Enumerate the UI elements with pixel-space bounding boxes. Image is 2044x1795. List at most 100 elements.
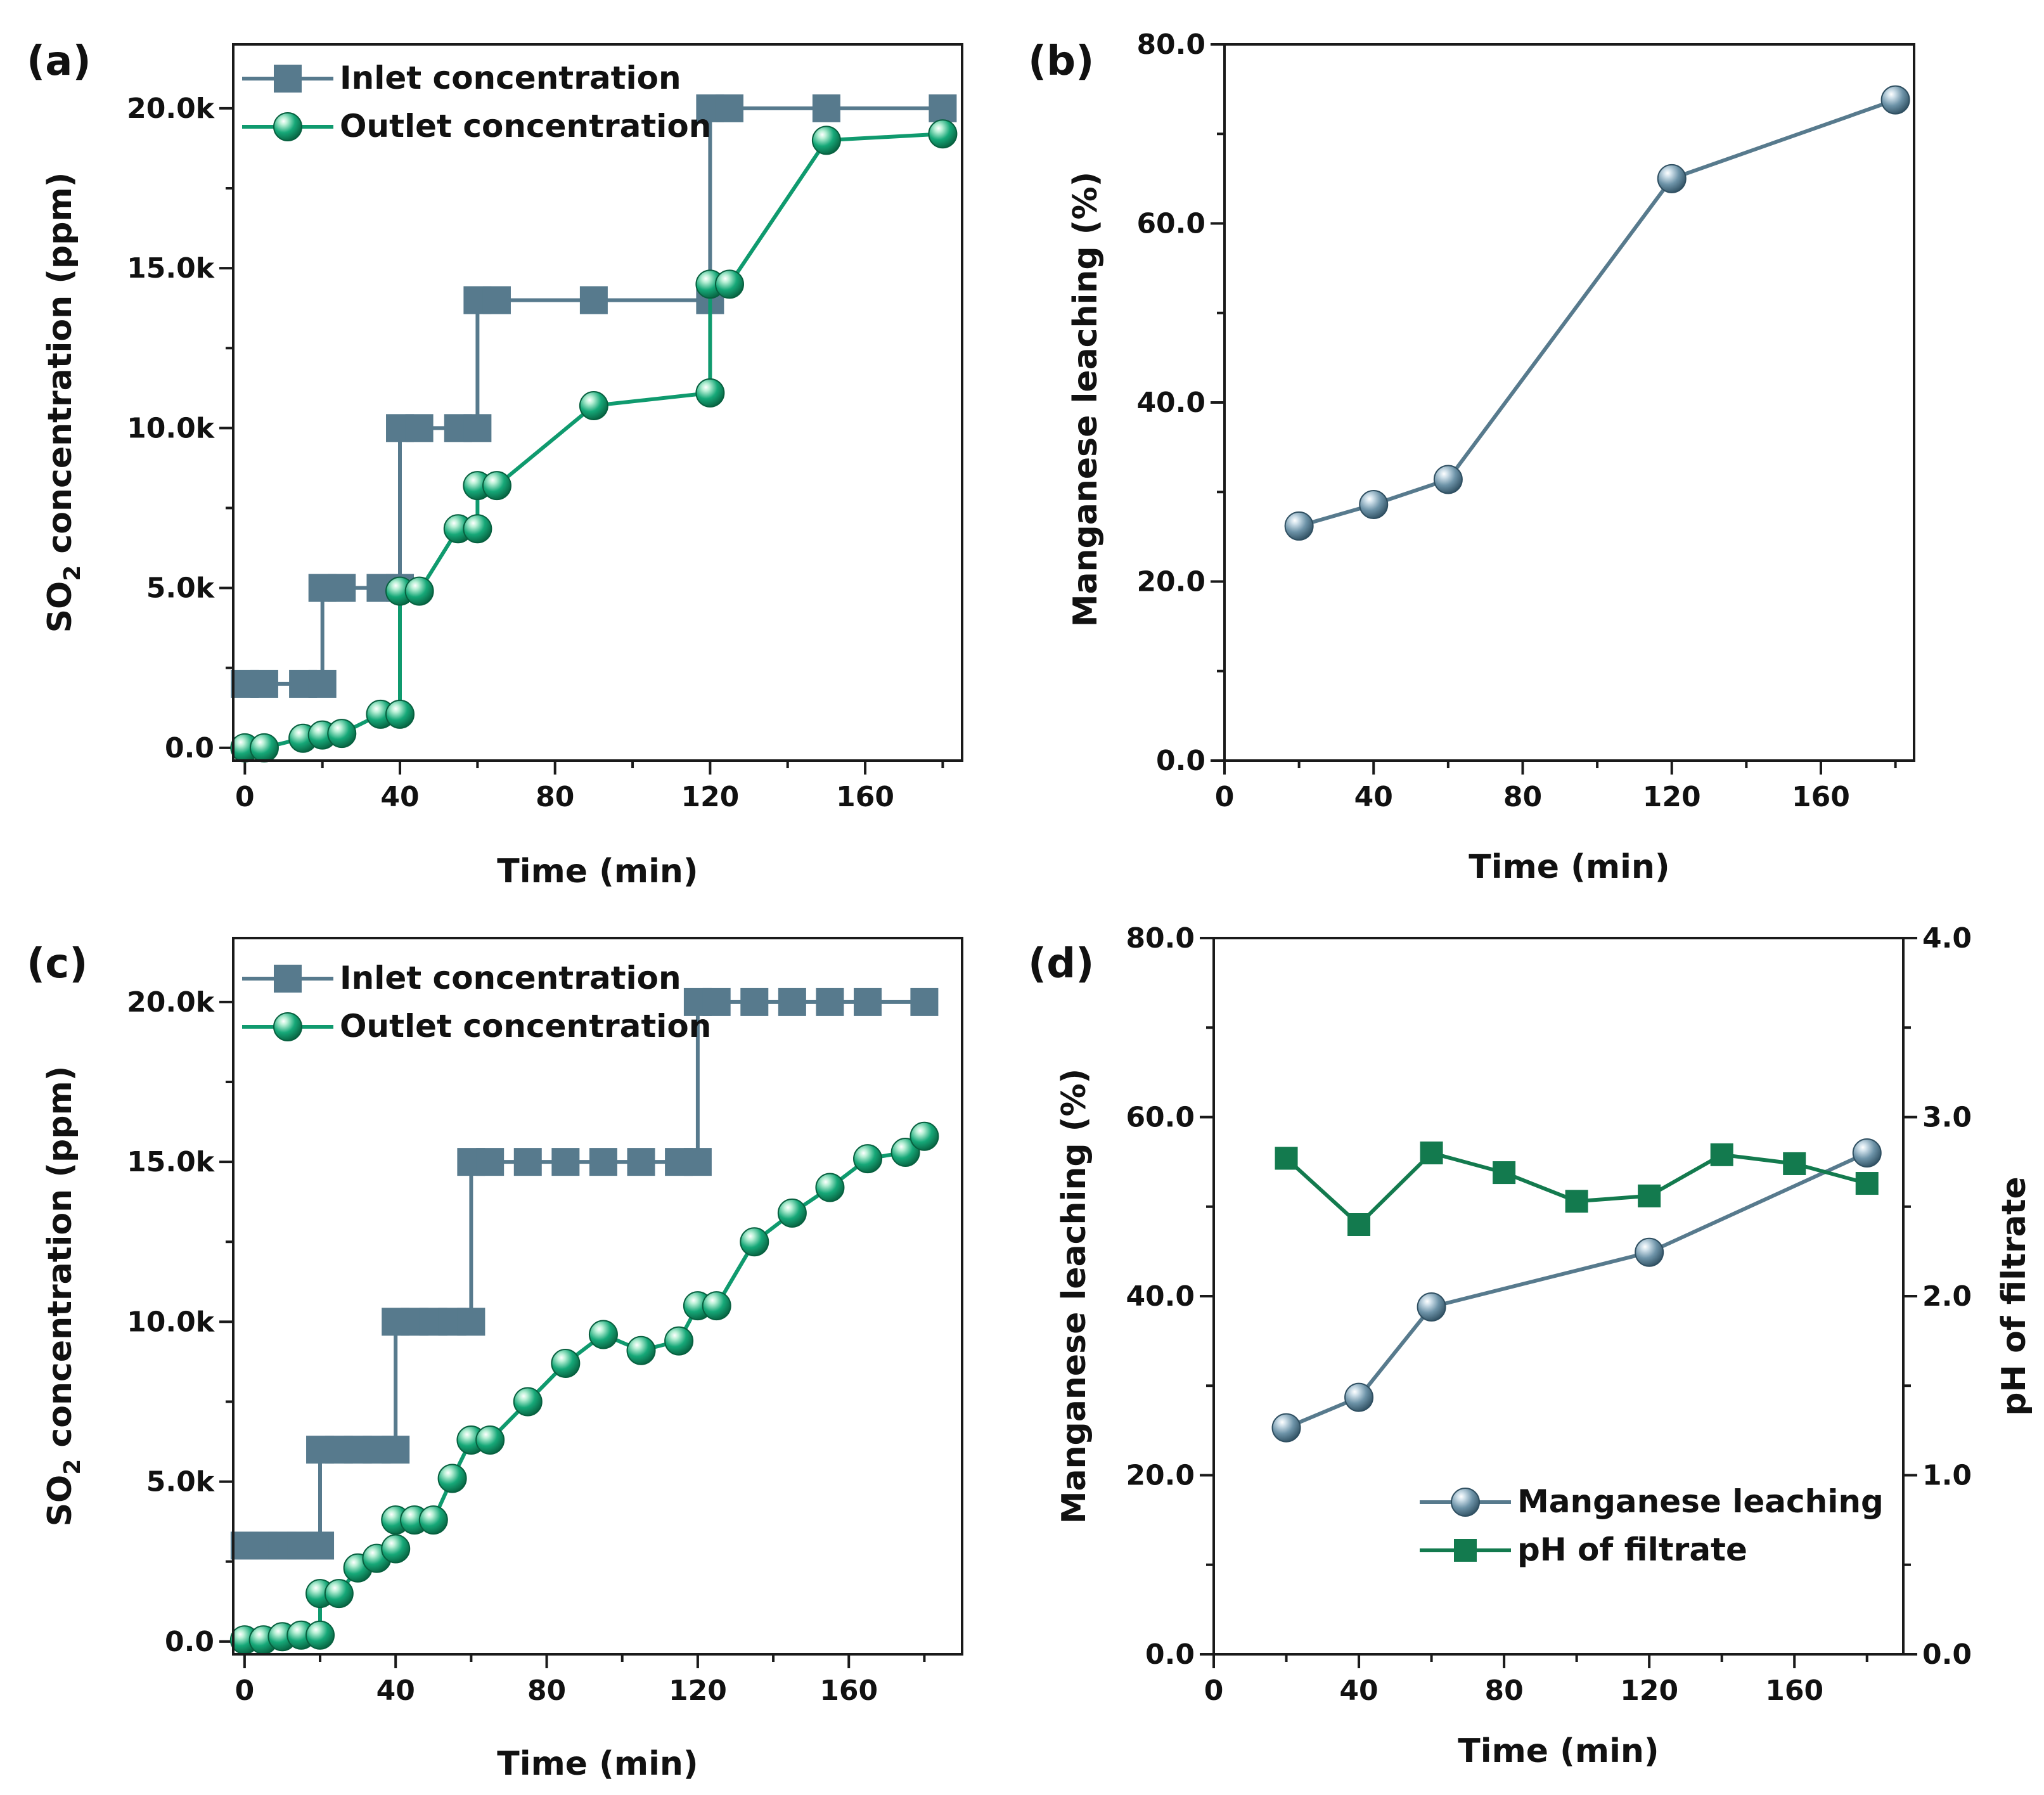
legend-outlet-label: Outlet concentration: [340, 108, 711, 145]
x-tick-label: 120: [681, 781, 739, 813]
ph-of-filtrate-point: [1783, 1152, 1806, 1175]
legend-ph-label: pH of filtrate: [1517, 1531, 1747, 1568]
panel-b-x-axis-title: Time (min): [1469, 848, 1669, 886]
x-tick-label: 160: [1765, 1675, 1823, 1707]
x-tick-label: 120: [1620, 1675, 1678, 1707]
inlet-concentration-point: [405, 414, 434, 442]
panel-d-y2-axis-title: pH of filtrate: [1995, 1176, 2033, 1415]
manganese-leaching-line: [1298, 98, 1896, 528]
legend-inlet-label: Inlet concentration: [340, 960, 681, 996]
outlet-concentration-point: [714, 269, 744, 299]
inlet-concentration-point: [812, 94, 840, 122]
legend-leaching-label: Manganese leaching: [1517, 1483, 1884, 1520]
legend-outlet-marker: [273, 112, 302, 141]
inlet-concentration-point: [306, 1531, 335, 1560]
outlet-concentration-point: [853, 1144, 883, 1174]
manganese-leaching-point: [1271, 1413, 1301, 1443]
inlet-concentration-point: [513, 1148, 542, 1176]
panel-a-y-axis-title: SO2 concentration (ppm): [41, 172, 86, 633]
outlet-concentration-point: [928, 119, 958, 149]
panel-b-frame: [1223, 43, 1915, 762]
inlet-concentration-point: [328, 574, 356, 602]
y-tick-label: 10.0k: [127, 412, 215, 444]
y-tick-label: 15.0k: [127, 252, 215, 285]
outlet-concentration-point: [385, 699, 415, 729]
outlet-concentration-point: [910, 1121, 939, 1151]
ph-of-filtrate-point: [1638, 1184, 1661, 1207]
outlet-concentration-point: [702, 1291, 731, 1321]
inlet-concentration-point: [250, 669, 278, 698]
x-tick-label: 0: [1204, 1675, 1224, 1707]
manganese-leaching-point: [1852, 1138, 1882, 1168]
outlet-concentration-point: [811, 125, 841, 155]
ph-of-filtrate-point: [1710, 1143, 1733, 1166]
outlet-concentration-point: [579, 391, 608, 421]
y2-tick-label: 4.0: [1922, 922, 1972, 955]
y-tick-label: 20.0k: [127, 986, 215, 1019]
outlet-concentration-point: [381, 1534, 411, 1564]
y-tick-label: 0.0: [165, 732, 214, 764]
outlet-concentration-point: [588, 1320, 618, 1349]
ph-of-filtrate-point: [1855, 1172, 1879, 1195]
y-tick-label: 40.0: [1126, 1280, 1195, 1313]
legend-inlet-label: Inlet concentration: [340, 60, 681, 96]
x-tick-label: 0: [235, 781, 255, 813]
legend-inlet-marker: [274, 65, 302, 93]
manganese-leaching-point: [1344, 1382, 1374, 1412]
y-tick-label: 10.0k: [127, 1306, 215, 1338]
legend-leaching-marker: [1451, 1488, 1480, 1517]
inlet-concentration-point: [910, 988, 939, 1016]
outlet-concentration-point: [437, 1464, 467, 1493]
panel-d-x-axis-title: Time (min): [1458, 1732, 1659, 1770]
inlet-concentration-point: [854, 988, 882, 1016]
panel-b: (b) 0 40 80 120 160 0.0 20.0 40.0 60.0 80.0 Time …: [1028, 29, 1915, 886]
y-tick-label: 80.0: [1136, 29, 1205, 61]
x-tick-label: 80: [536, 781, 574, 813]
outlet-concentration-point: [463, 514, 492, 544]
outlet-concentration-point: [327, 719, 357, 749]
outlet-concentration-point: [815, 1173, 845, 1202]
panel-d: (d) 0 40 80 120 160 0.0 20.0 40.0 60.0 80.0 0.0 1.0…: [1028, 922, 2033, 1770]
outlet-concentration-point: [695, 378, 725, 408]
x-tick-label: 120: [669, 1675, 727, 1707]
legend-ph-marker: [1454, 1539, 1477, 1562]
outlet-concentration-point: [249, 733, 279, 762]
x-tick-label: 160: [836, 781, 894, 813]
y-tick-label: 20.0k: [127, 93, 215, 125]
manganese-leaching-point: [1635, 1237, 1664, 1267]
outlet-concentration-point: [740, 1227, 769, 1257]
y-tick-label: 0.0: [1156, 745, 1205, 777]
outlet-concentration-point: [404, 576, 434, 606]
panel-d-y-axis-title: Manganese leaching (%): [1055, 1069, 1093, 1524]
y-tick-label: 20.0: [1126, 1460, 1195, 1492]
outlet-concentration-line: [245, 132, 943, 750]
y-tick-label: 60.0: [1136, 208, 1205, 240]
panel-c-frame: [232, 937, 963, 1656]
y-tick-label: 15.0k: [127, 1146, 215, 1178]
panel-d-frame: [1212, 937, 1905, 1656]
ph-of-filtrate-line: [1285, 1151, 1868, 1226]
x-tick-label: 40: [380, 781, 419, 813]
manganese-leaching-point: [1359, 490, 1389, 520]
panel-d-legend: Manganese leaching pH of filtrate: [1420, 1483, 1884, 1568]
x-tick-label: 120: [1643, 781, 1701, 813]
panel-c-x-axis-title: Time (min): [497, 1745, 698, 1783]
x-tick-label: 80: [1503, 781, 1542, 813]
manganese-leaching-point: [1417, 1292, 1446, 1322]
inlet-concentration-point: [715, 94, 743, 122]
x-tick-label: 0: [1215, 781, 1235, 813]
y-tick-label: 5.0k: [146, 1466, 215, 1498]
manganese-leaching-point: [1880, 85, 1910, 115]
x-tick-label: 40: [376, 1675, 415, 1707]
ph-of-filtrate-point: [1493, 1161, 1516, 1185]
y-tick-label: 0.0: [1145, 1638, 1195, 1671]
y2-tick-label: 3.0: [1922, 1102, 1972, 1134]
outlet-concentration-point: [626, 1335, 656, 1365]
inlet-concentration-point: [476, 1148, 505, 1176]
y2-tick-label: 0.0: [1922, 1638, 1972, 1671]
inlet-concentration-point: [579, 286, 608, 314]
panel-b-label: (b): [1028, 38, 1094, 85]
inlet-concentration-point: [463, 414, 492, 442]
x-tick-label: 40: [1339, 1675, 1378, 1707]
